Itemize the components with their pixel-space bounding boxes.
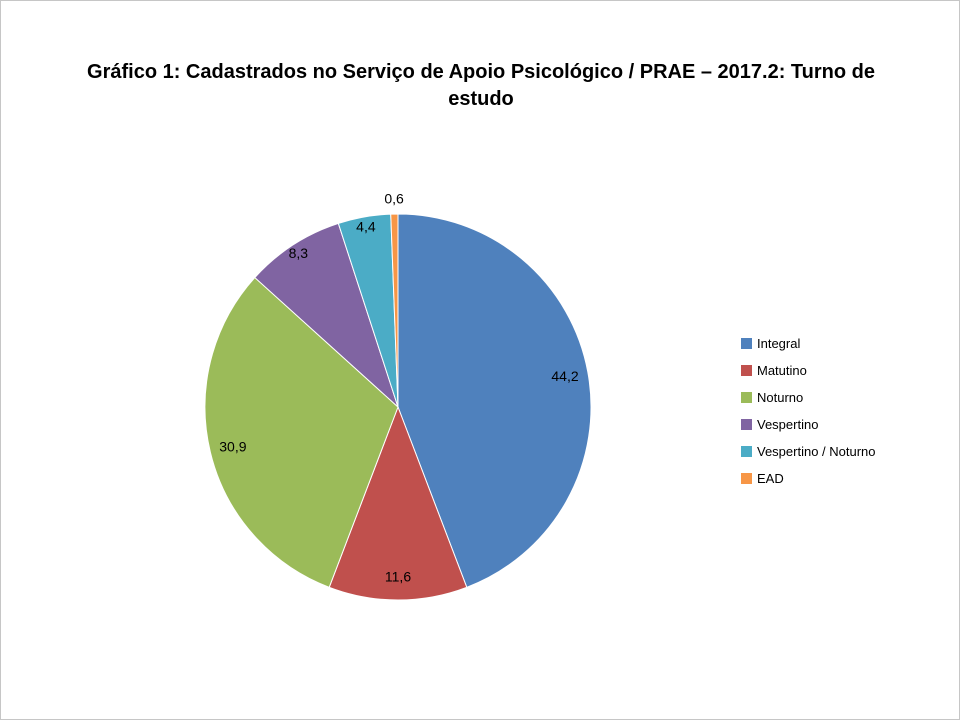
legend-label: Matutino <box>757 363 807 378</box>
value-label-vespertino: 8,3 <box>289 245 309 261</box>
value-label-matutino: 11,6 <box>385 569 411 585</box>
pie-value-labels: 44,2 11,6 30,9 8,3 4,4 0,6 <box>219 191 579 585</box>
legend-item-ead: EAD <box>741 465 876 492</box>
value-label-vespertino-noturno: 4,4 <box>356 218 376 234</box>
legend-swatch-vespertino-noturno <box>741 446 752 457</box>
pie-slice-matutino <box>328 405 468 601</box>
value-label-ead: 0,6 <box>384 191 404 207</box>
legend-label: Vespertino <box>757 417 819 432</box>
legend-item-vespertino: Vespertino <box>741 411 876 438</box>
legend-item-noturno: Noturno <box>741 384 876 411</box>
legend-item-integral: Integral <box>741 330 876 357</box>
legend: Integral Matutino Noturno Vespertino Vespert… <box>741 330 876 492</box>
pie-slice-integral <box>397 213 592 588</box>
legend-swatch-ead <box>741 473 752 484</box>
legend-label: Noturno <box>757 390 804 405</box>
legend-swatch-integral <box>741 338 752 349</box>
pie-slice-vespertino <box>254 222 400 409</box>
legend-swatch-noturno <box>741 392 752 403</box>
legend-item-matutino: Matutino <box>741 357 876 384</box>
legend-label: Integral <box>757 336 801 351</box>
value-label-integral: 44,2 <box>551 368 578 384</box>
chart-title: Gráfico 1: Cadastrados no Serviço de Apo… <box>87 61 875 110</box>
legend-swatch-vespertino <box>741 419 752 430</box>
legend-item-vespertino-noturno: Vespertino / Noturno <box>741 438 876 465</box>
legend-label: EAD <box>757 471 784 486</box>
legend-swatch-matutino <box>741 365 752 376</box>
pie-slice-noturno <box>204 276 399 588</box>
legend-label: Vespertino / Noturno <box>757 444 876 459</box>
value-label-noturno: 30,9 <box>219 439 246 455</box>
pie-slice-ead <box>390 213 399 408</box>
pie-slices <box>204 213 592 601</box>
